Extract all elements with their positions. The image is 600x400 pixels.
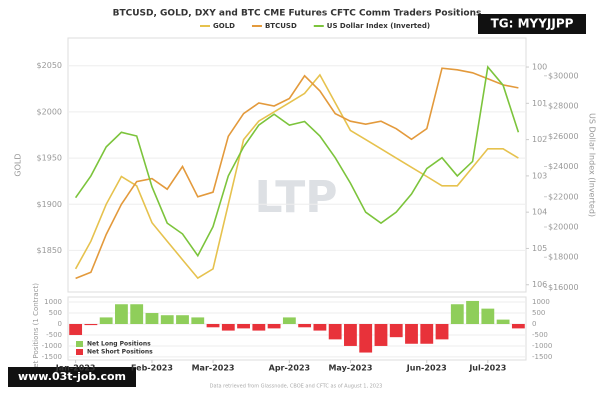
y-tick-label-right: 1000: [532, 298, 550, 306]
y3-tick-label: $28000: [548, 102, 579, 111]
bar: [176, 315, 189, 324]
y-axis-label: GOLD: [14, 153, 23, 176]
y-tick-label-right: -1000: [532, 342, 552, 350]
y-tick-label: -1500: [42, 353, 62, 361]
bar: [298, 324, 312, 328]
bar: [145, 313, 159, 324]
badge-box: [478, 14, 586, 34]
y3-tick-label: $30000: [548, 71, 579, 80]
chart-title: BTCUSD, GOLD, DXY and BTC CME Futures CF…: [113, 9, 482, 19]
y-tick-label: $2000: [37, 107, 62, 116]
bar: [481, 308, 495, 324]
y-tick-label: 500: [49, 309, 62, 317]
bar: [115, 304, 128, 324]
y3-tick-label: $20000: [548, 222, 579, 231]
y-tick-label: 0: [58, 320, 62, 328]
bar: [160, 315, 174, 324]
top-badge: TG: MYYJJPP: [491, 17, 574, 31]
x-tick-label: Jun-2023: [406, 364, 447, 373]
y-tick-label: $2050: [37, 61, 62, 70]
legend-label: Net Short Positions: [87, 349, 153, 356]
x-tick-label: Apr-2023: [269, 364, 310, 373]
bar: [313, 324, 327, 331]
bar: [252, 324, 266, 331]
bar: [359, 324, 373, 353]
x-tick-label: Mar-2023: [192, 364, 235, 373]
x-tick-label: Jan-2023: [55, 364, 96, 373]
y-tick-label: $1950: [37, 154, 62, 163]
legend-swatch: [76, 341, 83, 347]
legend-label: US Dollar Index (Inverted): [327, 22, 430, 30]
x-tick-label: Jul-2023: [468, 364, 506, 373]
y2-tick-label: 104: [532, 208, 547, 217]
y2-tick-label: 101: [532, 99, 547, 108]
series-line: [74, 65, 520, 258]
x-tick-label: May-2023: [328, 364, 372, 373]
bar: [99, 317, 113, 324]
bar: [405, 324, 418, 344]
bar: [130, 304, 144, 324]
bar: [206, 324, 220, 328]
bar: [511, 324, 525, 329]
y2-tick-label: 106: [532, 280, 547, 289]
y-tick-label-right: 500: [532, 309, 545, 317]
y-tick-label: $1900: [37, 200, 62, 209]
y2-axis-label: US Dollar Index (Inverted): [588, 113, 597, 217]
bottom-badge: www.03t-job.com: [18, 370, 126, 383]
badge-box: [8, 367, 136, 387]
y-tick-label-right: -1500: [532, 353, 552, 361]
y2-tick-label: 103: [532, 171, 547, 180]
y3-tick-label: $26000: [548, 132, 579, 141]
legend-swatch: [76, 349, 83, 355]
y-tick-label: 1000: [44, 298, 62, 306]
series-line: [74, 73, 519, 280]
y-tick-label: -500: [46, 331, 62, 339]
legend-label: BTCUSD: [265, 22, 297, 30]
y-tick-label-right: -500: [532, 331, 548, 339]
legend-label: Net Long Positions: [87, 341, 151, 348]
x-tick-label: Feb-2023: [131, 364, 173, 373]
y2-tick-label: 100: [532, 63, 547, 72]
bar: [191, 317, 205, 324]
y2-tick-label: 102: [532, 135, 547, 144]
plot-area: [67, 37, 527, 293]
y-tick-label-right: 0: [532, 320, 536, 328]
bar: [420, 324, 434, 344]
y-tick-label: $1850: [37, 246, 62, 255]
bar: [450, 304, 464, 324]
footer-note: Data retrieved from Glassnode, CBOE and …: [210, 384, 383, 390]
bar: [466, 300, 479, 324]
bar: [282, 317, 296, 324]
watermark: LTP: [254, 172, 337, 223]
y3-tick-label: $16000: [548, 283, 579, 292]
y2-tick-label: 105: [532, 244, 547, 253]
bar: [84, 324, 98, 326]
y-tick-label: -1000: [42, 342, 62, 350]
bar: [435, 324, 449, 340]
y3-tick-label: $22000: [548, 192, 579, 201]
y3-tick-label: $18000: [548, 253, 579, 262]
y3-tick-label: $24000: [548, 162, 579, 171]
legend-label: GOLD: [213, 22, 235, 30]
bar: [221, 324, 235, 331]
bar: [328, 324, 342, 340]
bar: [237, 324, 250, 329]
bar-y-axis-label: Net Positions (1 Contract): [32, 283, 40, 373]
bar: [69, 324, 83, 335]
bar: [267, 324, 281, 329]
plot-area: [67, 296, 527, 361]
bar: [374, 324, 388, 346]
bar: [496, 319, 510, 324]
bar: [344, 324, 357, 346]
bar: [389, 324, 403, 338]
